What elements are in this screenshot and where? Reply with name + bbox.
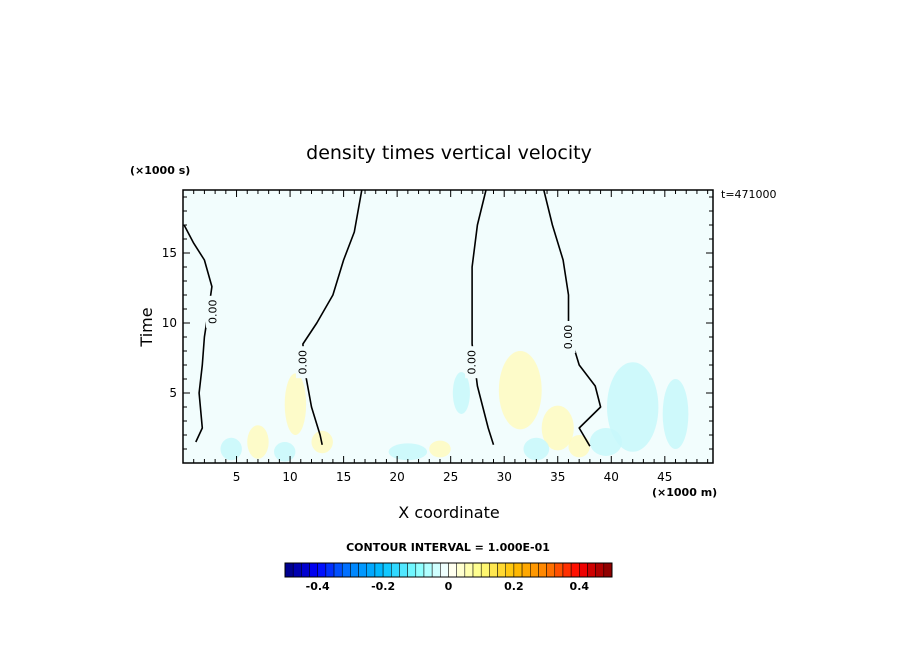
- colorbar-cell-39: [603, 562, 613, 578]
- x-axis-label: X coordinate: [398, 503, 499, 522]
- colorbar-cell-31: [538, 562, 547, 578]
- colorbar-tick-label-3: 0.2: [504, 580, 524, 593]
- colorbar-tick-label-1: -0.2: [371, 580, 395, 593]
- contour-label-2: 0.00: [466, 350, 479, 375]
- x-tick-label-15: 15: [336, 470, 351, 484]
- contour-label-bg-3: [561, 321, 576, 353]
- colorbar: [284, 562, 613, 578]
- anomaly-patch-0: [284, 373, 307, 436]
- contour-interval-text: CONTOUR INTERVAL = 1.000E-01: [346, 541, 550, 554]
- contour-label-1: 0.00: [296, 350, 309, 375]
- anomaly-patch-4: [541, 405, 574, 451]
- colorbar-cell-10: [366, 562, 376, 578]
- plot-frame: [182, 189, 714, 464]
- colorbar-cell-11: [374, 562, 384, 578]
- colorbar-cell-17: [423, 562, 433, 578]
- colorbar-cell-7: [341, 562, 351, 578]
- x-tick-label-45: 45: [657, 470, 672, 484]
- colorbar-cell-13: [391, 562, 400, 578]
- contour-label-bg-1: [295, 346, 310, 379]
- chart-title: density times vertical velocity: [306, 142, 592, 164]
- colorbar-cell-19: [440, 562, 449, 578]
- anomaly-patch-8: [274, 442, 296, 462]
- x-tick-label-5: 5: [233, 470, 241, 484]
- zero-contour-2: [471, 190, 495, 446]
- contour-label-bg-2: [465, 346, 480, 379]
- colorbar-cell-24: [480, 562, 490, 578]
- colorbar-cell-12: [382, 562, 392, 578]
- colorbar-cell-22: [464, 562, 474, 578]
- contour-label-layer: 0.00 0.00 0.00 0.00: [205, 295, 576, 379]
- zero-contour-1: [302, 190, 363, 445]
- anomaly-patch-9: [388, 443, 428, 461]
- colorbar-cell-23: [472, 562, 482, 578]
- colorbar-tick-label-4: 0.4: [570, 580, 590, 593]
- y-tick-label-15: 15: [162, 246, 177, 260]
- anomaly-patch-10: [429, 440, 451, 458]
- y-ticks: 5 10 15: [162, 196, 713, 450]
- colorbar-cell-34: [562, 562, 572, 578]
- colorbar-cell-25: [489, 562, 498, 578]
- colorbar-cell-21: [456, 562, 466, 578]
- anomaly-patch-13: [589, 428, 622, 456]
- anomaly-patch-14: [247, 425, 269, 459]
- x-ticks: 5 10 15 20 25 30 35 40 45: [193, 190, 709, 484]
- colorbar-cell-18: [431, 562, 441, 578]
- colorbar-ticks: -0.4 -0.2 0 0.2 0.4: [306, 580, 590, 593]
- anomaly-patch-5: [607, 362, 659, 452]
- plot-area: 0.00 0.00 0.00 0.00 5 10 15 20 25 30 35 40 45 5 10 15: [162, 189, 714, 484]
- colorbar-cell-20: [448, 562, 457, 578]
- colorbar-cell-6: [333, 562, 343, 578]
- y-axis-label: Time: [137, 307, 156, 347]
- colorbar-cell-3: [309, 562, 318, 578]
- x-tick-label-10: 10: [282, 470, 297, 484]
- colorbar-cell-32: [546, 562, 556, 578]
- x-tick-label-20: 20: [390, 470, 405, 484]
- x-unit-label: (×1000 m): [652, 486, 717, 499]
- colorbar-cell-4: [317, 562, 327, 578]
- colorbar-cell-5: [325, 562, 335, 578]
- colorbar-tick-label-0: -0.4: [306, 580, 330, 593]
- colorbar-cell-27: [505, 562, 515, 578]
- colorbar-cell-15: [407, 562, 417, 578]
- colorbar-cell-2: [301, 562, 310, 578]
- colorbar-cell-37: [587, 562, 596, 578]
- anomaly-layer: [220, 351, 689, 462]
- colorbar-frame: [284, 562, 613, 578]
- anomaly-patch-6: [662, 379, 689, 449]
- anomaly-patch-3: [498, 351, 542, 430]
- contour-label-bg-0: [205, 295, 220, 328]
- anomaly-patch-12: [568, 435, 590, 458]
- contour-label-3: 0.00: [562, 325, 575, 350]
- contour-label-0: 0.00: [206, 300, 219, 325]
- x-tick-label-30: 30: [497, 470, 512, 484]
- x-tick-label-40: 40: [604, 470, 619, 484]
- anomaly-patch-2: [452, 372, 470, 414]
- y-tick-label-5: 5: [169, 386, 177, 400]
- colorbar-tick-label-2: 0: [445, 580, 453, 593]
- anomaly-patch-7: [220, 437, 242, 461]
- colorbar-cell-14: [399, 562, 408, 578]
- colorbar-cell-35: [570, 562, 580, 578]
- colorbar-cell-9: [358, 562, 368, 578]
- colorbar-cell-36: [579, 562, 588, 578]
- colorbar-cell-1: [292, 562, 302, 578]
- colorbar-cell-28: [513, 562, 523, 578]
- x-tick-label-25: 25: [443, 470, 458, 484]
- colorbar-cell-30: [530, 562, 539, 578]
- anomaly-patch-11: [523, 437, 550, 461]
- colorbar-cell-29: [521, 562, 531, 578]
- colorbar-cell-16: [415, 562, 425, 578]
- time-stamp: t=471000: [721, 188, 777, 201]
- colorbar-cell-33: [554, 562, 564, 578]
- y-tick-label-10: 10: [162, 316, 177, 330]
- x-tick-label-35: 35: [550, 470, 565, 484]
- colorbar-cell-26: [497, 562, 506, 578]
- colorbar-cell-8: [350, 562, 359, 578]
- colorbar-cell-38: [595, 562, 605, 578]
- y-unit-label: (×1000 s): [130, 164, 190, 177]
- colorbar-cell-0: [284, 562, 294, 578]
